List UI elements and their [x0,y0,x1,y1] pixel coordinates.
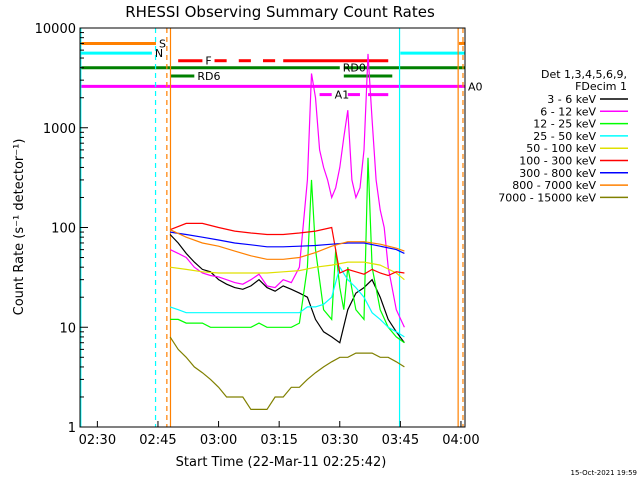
legend-header-2: FDecim 1 [575,80,627,93]
series-line-300-800-kev [170,231,405,254]
flag-label-f: F [205,55,211,68]
x-axis-ticks: 02:30 02:45 03:00 03:15 03:30 03:45 04:00 [79,421,480,448]
x-tick-label-0: 02:30 [79,433,116,448]
x-tick-label-3: 03:15 [260,433,297,448]
x-tick-label-4: 03:30 [321,433,358,448]
flag-layer: SN F RD0 RD6 A0 A1 [80,37,483,102]
y-tick-label-0: 1 [68,421,76,436]
flag-label-a0: A0 [468,80,483,93]
legend-label-100-300-kev: 100 - 300 keV [519,155,596,168]
x-tick-label-5: 03:45 [382,433,419,448]
legend-label-50-100-kev: 50 - 100 keV [526,142,596,155]
series-line-3-6-kev [169,234,405,344]
y-axis-ticks: 1 10 100 1000 10000 [35,22,88,436]
legend-label-25-50-kev: 25 - 50 keV [533,130,596,143]
legend-label-12-25-kev: 12 - 25 keV [533,118,596,131]
legend-label-3-6-kev: 3 - 6 keV [547,93,596,106]
legend-label-800-7000-kev: 800 - 7000 keV [512,179,596,192]
series-line-12-25-kev [170,157,405,344]
series-line-7000-15000-kev [169,336,405,410]
series-line-25-50-kev [169,265,405,338]
legend-label-6-12-kev: 6 - 12 keV [540,105,596,118]
x-axis-label: Start Time (22-Mar-11 02:25:42) [176,455,387,470]
legend-label-7000-15000-kev: 7000 - 15000 keV [498,191,596,204]
y-axis-label: Count Rate (s⁻¹ detector⁻¹) [12,139,27,316]
y-tick-label-1: 10 [59,321,76,336]
y-tick-label-3: 1000 [43,122,76,137]
series-line-50-100-kev [170,261,405,281]
flag-label-s: S [159,37,166,50]
flag-label-rd6: RD6 [197,70,220,83]
chart-title: RHESSI Observing Summary Count Rates [125,3,435,21]
y-tick-label-2: 100 [51,222,76,237]
legend-header-1: Det 1,3,4,5,6,9, [541,68,627,81]
flag-label-n: N [155,47,163,60]
series-line-100-300-kev [169,222,405,277]
x-tick-label-1: 02:45 [139,433,176,448]
y-tick-label-4: 10000 [35,22,76,37]
x-tick-label-6: 04:00 [442,433,479,448]
footer-timestamp: 15-Oct-2021 19:59 [571,469,637,477]
flag-label-a1: A1 [335,89,350,102]
series-line-6-12-kev [169,53,405,328]
flag-label-rd0: RD0 [343,62,366,75]
series-layer [169,53,405,410]
series-line-800-7000-kev [169,229,405,260]
x-tick-label-2: 03:00 [200,433,237,448]
legend-label-300-800-kev: 300 - 800 keV [519,167,596,180]
